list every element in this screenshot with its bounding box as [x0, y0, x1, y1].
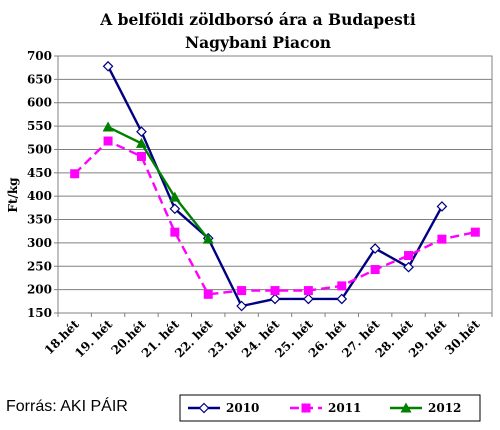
y-axis-ticks: 150 200 250 300 350 400 450 500 550 600 650 700	[27, 49, 58, 320]
data-point-2012	[135, 137, 147, 148]
data-point-2011	[470, 227, 480, 237]
data-point-2010	[269, 293, 281, 305]
data-point-2010	[336, 293, 348, 305]
legend-label-2011: 2011	[328, 401, 361, 415]
series-2010	[102, 60, 448, 312]
data-point-2011	[404, 251, 414, 261]
y-tick-label: 700	[27, 49, 52, 63]
gridlines	[58, 55, 492, 291]
data-point-2010	[303, 293, 314, 305]
source-note: Forrás: AKI PÁIR	[6, 398, 128, 415]
data-point-2011	[270, 286, 280, 296]
chart-title-line-2: Nagybani Piacon	[185, 33, 331, 52]
legend-marker-2011	[301, 403, 311, 413]
y-tick-label: 650	[27, 72, 52, 86]
legend-marker-2010	[198, 402, 210, 414]
data-point-2012	[102, 121, 114, 132]
data-point-2010	[102, 60, 114, 72]
y-tick-label: 500	[27, 142, 52, 156]
series-2012	[102, 121, 214, 244]
x-tick-label: 19. hét	[72, 317, 115, 360]
y-tick-label: 150	[27, 306, 52, 320]
series-2011	[70, 136, 480, 299]
data-point-2010	[436, 201, 448, 212]
plot-area	[57, 55, 493, 314]
data-point-2011	[136, 151, 146, 161]
legend-label-2010: 2010	[226, 401, 259, 415]
y-tick-label: 200	[27, 283, 52, 297]
y-tick-label: 350	[27, 213, 52, 227]
y-tick-label: 550	[27, 119, 52, 133]
data-point-2011	[170, 227, 180, 237]
data-point-2011	[237, 286, 247, 296]
y-tick-label: 400	[27, 189, 52, 203]
series-line-2012	[107, 125, 210, 240]
data-point-2010	[369, 243, 381, 254]
legend-marker-2012	[400, 402, 412, 413]
y-tick-label: 600	[27, 96, 52, 110]
data-point-2010	[236, 300, 247, 312]
legend-box	[179, 394, 481, 422]
data-point-2011	[437, 234, 447, 244]
x-tick-label: 29. hét	[406, 317, 449, 360]
data-point-2011	[370, 265, 380, 275]
y-tick-label: 450	[27, 166, 52, 180]
data-point-2010	[169, 203, 181, 215]
y-tick-label: 250	[27, 259, 52, 273]
data-point-2011	[203, 289, 213, 299]
data-point-2011	[70, 169, 80, 179]
data-point-2012	[202, 233, 214, 244]
data-point-2011	[337, 281, 347, 291]
y-axis-label: Ft/kg	[6, 177, 20, 213]
series-group	[70, 60, 480, 312]
data-point-2012	[169, 191, 181, 202]
legend: 2010 2011 2012	[188, 401, 461, 415]
data-point-2010	[403, 261, 414, 273]
data-point-2011	[103, 136, 113, 146]
data-point-2011	[303, 286, 313, 296]
x-tick-label: 30.hét	[442, 317, 482, 357]
y-tick-label: 300	[27, 236, 52, 250]
data-point-2010	[136, 126, 147, 138]
legend-label-2012: 2012	[428, 401, 461, 415]
chart-title-line-1: A belföldi zöldborsó ára a Budapesti	[99, 10, 416, 29]
